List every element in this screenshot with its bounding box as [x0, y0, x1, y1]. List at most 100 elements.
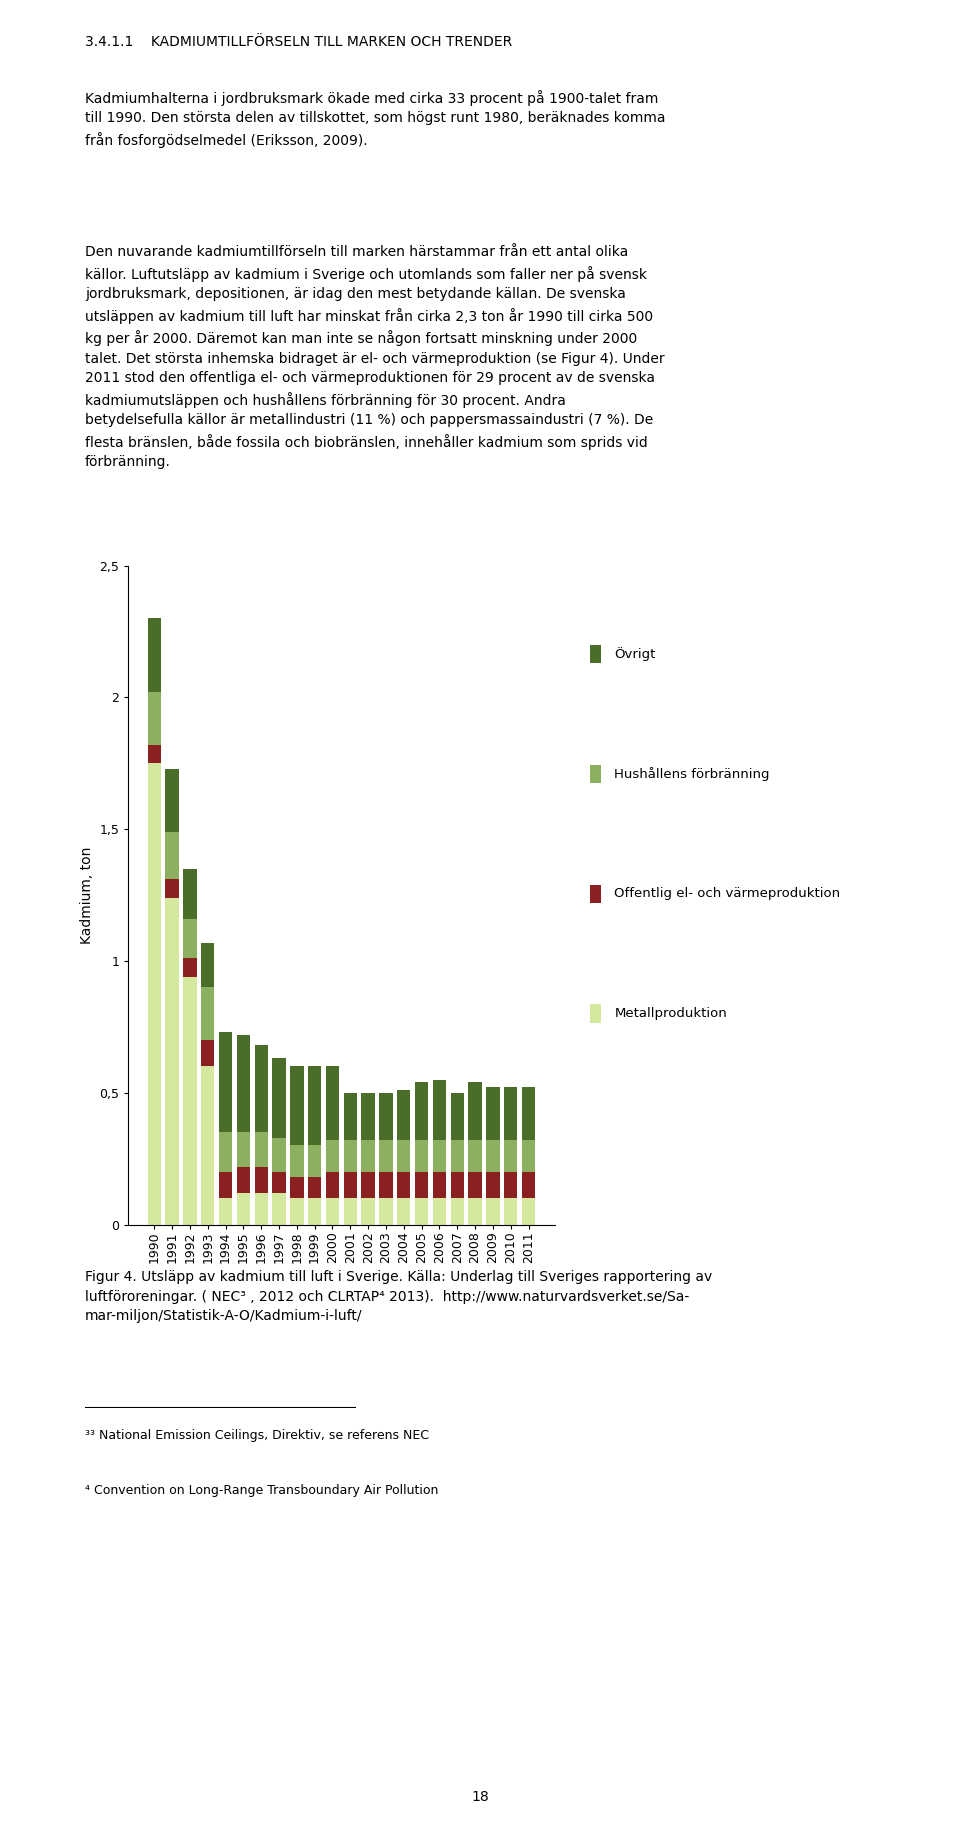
- Bar: [379, 1171, 393, 1199]
- Bar: [201, 1067, 214, 1224]
- Bar: [273, 1058, 286, 1138]
- Bar: [183, 959, 197, 977]
- Bar: [237, 1034, 250, 1133]
- Bar: [362, 1140, 374, 1171]
- Bar: [433, 1080, 446, 1140]
- Bar: [148, 619, 161, 692]
- Text: Metallproduktion: Metallproduktion: [614, 1007, 727, 1019]
- Bar: [325, 1140, 339, 1171]
- Bar: [433, 1171, 446, 1199]
- Bar: [397, 1171, 411, 1199]
- Bar: [165, 833, 179, 878]
- Bar: [183, 977, 197, 1224]
- Bar: [290, 1199, 303, 1224]
- Bar: [273, 1171, 286, 1193]
- Text: Hushållens förbränning: Hushållens förbränning: [614, 767, 770, 781]
- Bar: [344, 1140, 357, 1171]
- Bar: [308, 1067, 322, 1146]
- Bar: [450, 1093, 464, 1140]
- Text: 3.4.1.1    KADMIUMTILLFÖRSELN TILL MARKEN OCH TRENDER: 3.4.1.1 KADMIUMTILLFÖRSELN TILL MARKEN O…: [85, 35, 513, 49]
- Bar: [290, 1146, 303, 1177]
- Bar: [522, 1140, 536, 1171]
- Bar: [201, 988, 214, 1039]
- Bar: [201, 942, 214, 988]
- Bar: [433, 1199, 446, 1224]
- Bar: [219, 1032, 232, 1133]
- Bar: [468, 1171, 482, 1199]
- Bar: [397, 1140, 411, 1171]
- Bar: [504, 1171, 517, 1199]
- Bar: [589, 884, 602, 902]
- Text: Offentlig el- och värmeproduktion: Offentlig el- och värmeproduktion: [614, 888, 840, 900]
- Bar: [415, 1171, 428, 1199]
- Bar: [397, 1199, 411, 1224]
- Bar: [183, 919, 197, 959]
- Bar: [254, 1193, 268, 1224]
- Bar: [273, 1138, 286, 1171]
- Bar: [397, 1091, 411, 1140]
- Bar: [219, 1133, 232, 1171]
- Text: Kadmiumhalterna i jordbruksmark ökade med cirka 33 procent på 1900-talet fram
ti: Kadmiumhalterna i jordbruksmark ökade me…: [85, 90, 665, 148]
- Bar: [486, 1199, 499, 1224]
- Bar: [362, 1199, 374, 1224]
- Bar: [522, 1171, 536, 1199]
- Bar: [379, 1199, 393, 1224]
- Bar: [504, 1140, 517, 1171]
- Bar: [325, 1067, 339, 1140]
- Bar: [433, 1140, 446, 1171]
- Bar: [344, 1093, 357, 1140]
- Bar: [308, 1199, 322, 1224]
- Bar: [148, 745, 161, 763]
- Bar: [589, 765, 602, 783]
- Bar: [325, 1171, 339, 1199]
- Bar: [148, 763, 161, 1224]
- Bar: [362, 1093, 374, 1140]
- Bar: [504, 1087, 517, 1140]
- Bar: [468, 1082, 482, 1140]
- Bar: [415, 1199, 428, 1224]
- Text: Övrigt: Övrigt: [614, 648, 656, 661]
- Bar: [362, 1171, 374, 1199]
- Bar: [148, 692, 161, 745]
- Bar: [379, 1093, 393, 1140]
- Bar: [486, 1140, 499, 1171]
- Bar: [415, 1140, 428, 1171]
- Bar: [589, 1005, 602, 1023]
- Bar: [290, 1067, 303, 1146]
- Bar: [165, 769, 179, 833]
- Bar: [165, 899, 179, 1224]
- Bar: [450, 1199, 464, 1224]
- Text: ⁴ Convention on Long-Range Transboundary Air Pollution: ⁴ Convention on Long-Range Transboundary…: [85, 1484, 439, 1497]
- Bar: [325, 1199, 339, 1224]
- Bar: [254, 1045, 268, 1133]
- Bar: [237, 1166, 250, 1193]
- Bar: [183, 869, 197, 919]
- Bar: [468, 1140, 482, 1171]
- Bar: [344, 1199, 357, 1224]
- Bar: [254, 1166, 268, 1193]
- Bar: [308, 1177, 322, 1199]
- Bar: [522, 1087, 536, 1140]
- Bar: [450, 1140, 464, 1171]
- Bar: [165, 878, 179, 899]
- Bar: [522, 1199, 536, 1224]
- Text: Den nuvarande kadmiumtillförseln till marken härstammar från ett antal olika
käl: Den nuvarande kadmiumtillförseln till ma…: [85, 245, 664, 468]
- Bar: [344, 1171, 357, 1199]
- Bar: [450, 1171, 464, 1199]
- Text: ³³ National Emission Ceilings, Direktiv, se referens NEC: ³³ National Emission Ceilings, Direktiv,…: [85, 1429, 429, 1442]
- Bar: [504, 1199, 517, 1224]
- Bar: [415, 1082, 428, 1140]
- Text: Figur 4. Utsläpp av kadmium till luft i Sverige. Källa: Underlag till Sveriges r: Figur 4. Utsläpp av kadmium till luft i …: [85, 1270, 712, 1323]
- Bar: [273, 1193, 286, 1224]
- Bar: [219, 1199, 232, 1224]
- Bar: [237, 1193, 250, 1224]
- Bar: [589, 644, 602, 662]
- Bar: [308, 1146, 322, 1177]
- Bar: [219, 1171, 232, 1199]
- Bar: [290, 1177, 303, 1199]
- Bar: [486, 1087, 499, 1140]
- Bar: [379, 1140, 393, 1171]
- Bar: [237, 1133, 250, 1166]
- Bar: [468, 1199, 482, 1224]
- Bar: [486, 1171, 499, 1199]
